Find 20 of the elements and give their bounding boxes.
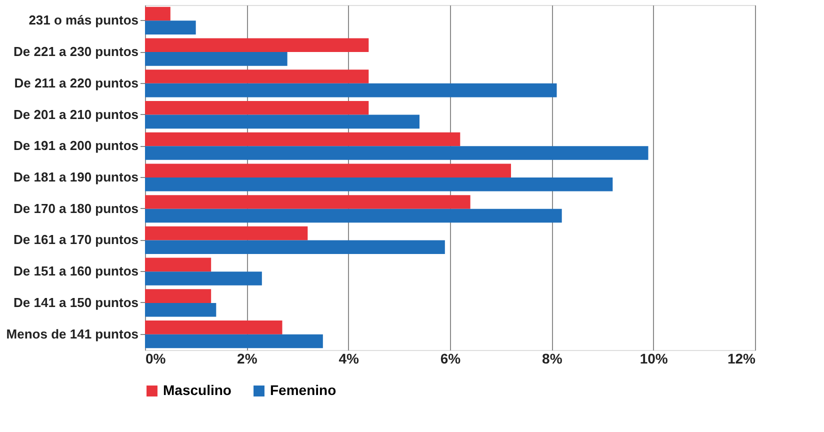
- x-tick-label: 0%: [146, 350, 166, 366]
- x-tick-label: 6%: [440, 350, 462, 366]
- y-tick-label: De 181 a 190 puntos: [14, 170, 138, 184]
- y-tick-label: De 201 a 210 puntos: [14, 106, 138, 122]
- y-tick-label: De 221 a 230 puntos: [14, 44, 138, 60]
- x-tick-label: 10%: [640, 350, 668, 366]
- legend-label: Masculino: [163, 382, 232, 398]
- y-tick-label: Menos de 141 puntos: [6, 326, 138, 342]
- y-tick-label: 231 o más puntos: [28, 12, 138, 28]
- x-tick-label: 12%: [727, 350, 756, 366]
- x-tick-label: 2%: [237, 350, 258, 366]
- y-tick-label: De 170 a 180 puntos: [14, 200, 138, 216]
- legend-label: Femenino: [270, 382, 336, 398]
- x-tick-label: 8%: [542, 350, 563, 366]
- y-tick-label: De 141 a 150 puntos: [14, 294, 138, 310]
- y-tick-label: De 161 a 170 puntos: [14, 232, 138, 248]
- y-tick-label: De 191 a 200 puntos: [14, 138, 138, 154]
- y-tick-label: De 151 a 160 puntos: [14, 264, 138, 279]
- y-tick-label: De 211 a 220 puntos: [14, 75, 138, 90]
- x-tick-label: 4%: [338, 350, 360, 366]
